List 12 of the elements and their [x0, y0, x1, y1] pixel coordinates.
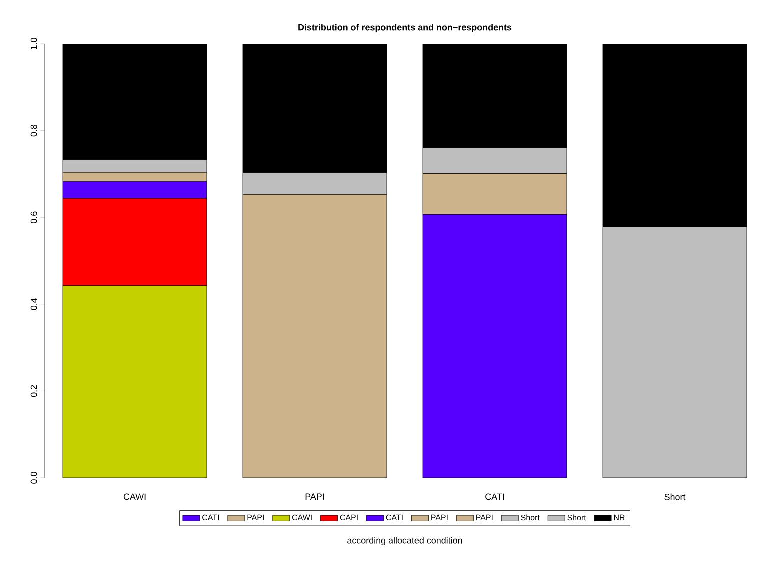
y-tick-label: 0.6: [30, 212, 38, 224]
y-tick-label: 0.0: [30, 472, 38, 484]
chart-title: Distribution of respondents and non−respondents: [298, 24, 512, 32]
x-tick-label: CAWI: [124, 494, 146, 500]
x-axis-title: according allocated condition: [348, 537, 462, 546]
x-tick-label: CATI: [486, 494, 504, 500]
y-tick-label: 0.2: [30, 385, 38, 398]
y-tick-label: 0.8: [30, 124, 38, 137]
y-tick-label: 0.4: [30, 298, 38, 310]
y-tick-label: 1.0: [30, 38, 38, 50]
x-tick-label: Short: [664, 494, 686, 500]
x-tick-label: PAPI: [306, 494, 324, 500]
